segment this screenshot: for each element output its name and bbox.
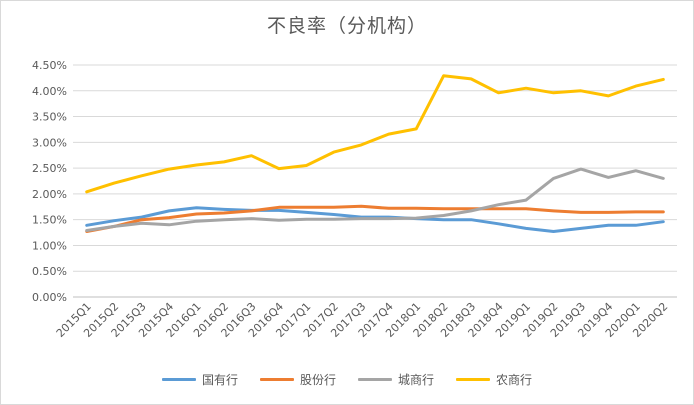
legend-swatch: [358, 378, 392, 381]
legend-label: 国有行: [201, 373, 238, 387]
y-tick-label: 4.00%: [32, 85, 67, 98]
gridlines: [73, 64, 677, 298]
y-axis-tick-labels: 0.00% 0.50% 1.00% 1.50% 2.00% 2.50% 3.00% 3.50%…: [32, 59, 67, 304]
series-line-4: [85, 74, 665, 194]
y-tick-label: 0.50%: [32, 265, 67, 278]
legend-swatch: [259, 378, 294, 381]
series-lines: [85, 74, 665, 233]
legend-swatch: [161, 378, 196, 381]
y-tick-label: 2.50%: [32, 162, 67, 175]
y-tick-label: 3.00%: [32, 136, 67, 149]
legend-item-4: 农商行: [456, 371, 532, 388]
legend-item-3: 城商行: [358, 371, 434, 388]
legend: 国有行 股份行 城商行 农商行: [1, 371, 693, 388]
series-line-2: [85, 204, 665, 233]
y-tick-label: 0.00%: [32, 291, 67, 304]
legend-item-1: 国有行: [161, 371, 238, 388]
y-tick-label: 2.00%: [32, 188, 67, 201]
series-line-3: [85, 167, 665, 232]
y-tick-label: 4.50%: [32, 59, 67, 72]
y-tick-label: 1.00%: [32, 239, 67, 252]
legend-swatch: [456, 378, 491, 381]
y-tick-label: 3.50%: [32, 111, 67, 124]
series-line-1: [85, 206, 665, 233]
legend-label: 股份行: [299, 373, 336, 387]
legend-item-2: 股份行: [259, 371, 336, 388]
chart-title: 不良率（分机构）: [266, 15, 427, 37]
legend-label: 城商行: [398, 373, 435, 387]
x-axis-tick-labels: 2015Q12015Q22015Q32015Q42016Q12016Q22016…: [54, 300, 671, 340]
legend-label: 农商行: [496, 373, 533, 387]
y-tick-label: 1.50%: [32, 214, 67, 227]
